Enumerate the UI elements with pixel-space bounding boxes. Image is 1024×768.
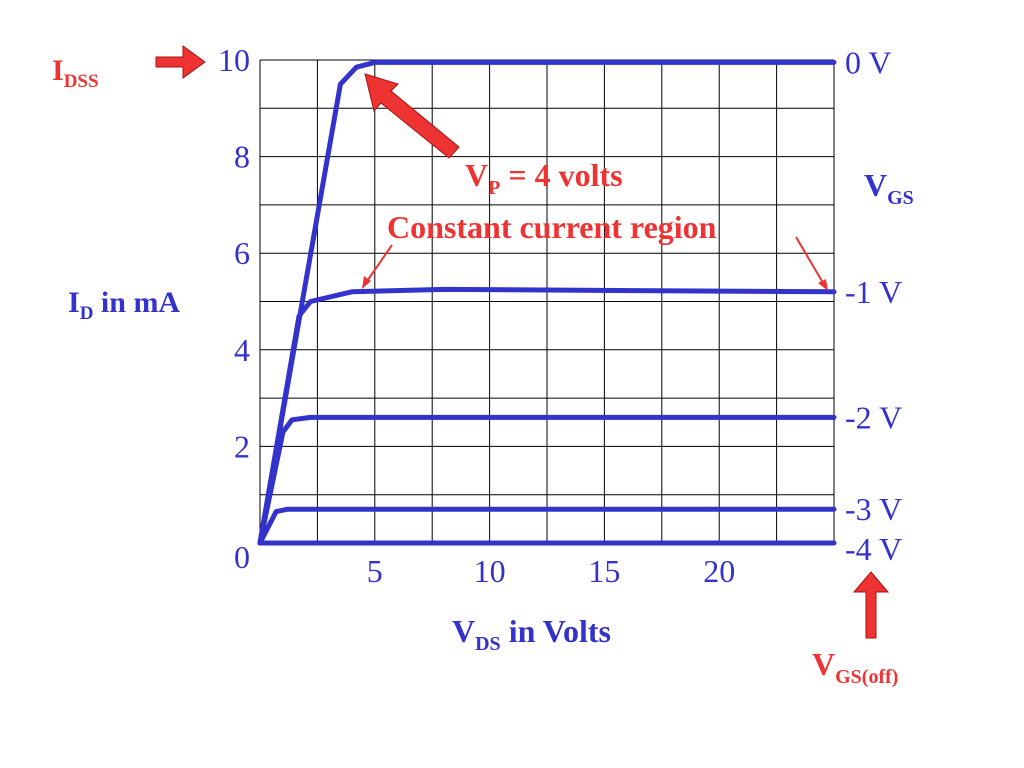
x-tick-label: 5 xyxy=(367,553,383,589)
curves xyxy=(257,59,837,546)
y-tick-label: 2 xyxy=(234,428,250,464)
vgs-off-label: VGS(off) xyxy=(812,646,898,688)
x-tick-label: 15 xyxy=(588,553,620,589)
series-curve-3 xyxy=(257,506,837,546)
vgs-title-label: VGS xyxy=(864,167,914,209)
region-right-pointer xyxy=(795,236,827,289)
grid xyxy=(259,59,835,544)
series-curve-2 xyxy=(257,414,837,546)
series-curve-0 xyxy=(257,59,837,546)
series-label: 0 V xyxy=(845,44,892,80)
series-label: -4 V xyxy=(845,531,902,567)
y-tick-label: 0 xyxy=(234,539,250,575)
series-curve-1 xyxy=(257,286,837,546)
vgs-off-arrow xyxy=(852,571,890,639)
region-label: Constant current region xyxy=(387,209,717,245)
y-tick-label: 4 xyxy=(234,332,250,368)
arrows xyxy=(155,45,890,639)
tick-labels: 5 10 15 20 0 2 4 6 8 10 xyxy=(218,42,735,589)
series-label: -2 V xyxy=(845,399,902,435)
x-tick-label: 20 xyxy=(703,553,735,589)
y-tick-label: 8 xyxy=(234,139,250,175)
series-label: -3 V xyxy=(845,491,902,527)
y-tick-label: 6 xyxy=(234,235,250,271)
series-labels: 0 V -1 V -2 V -3 V -4 V xyxy=(845,44,902,567)
id-axis-label: ID in mA xyxy=(68,286,180,324)
vp-label: VP = 4 volts xyxy=(465,157,623,199)
idss-arrow xyxy=(155,45,206,79)
region-left-pointer-head xyxy=(362,276,371,289)
region-right-pointer-head xyxy=(818,279,828,291)
vp-arrow xyxy=(364,73,460,159)
series-label: -1 V xyxy=(845,274,902,310)
y-tick-label: 10 xyxy=(218,42,250,78)
x-tick-label: 10 xyxy=(474,553,506,589)
idss-label: IDSS xyxy=(52,54,99,92)
annotations: IDSS ID in mA VDS in Volts VGS VP = 4 vo… xyxy=(52,54,914,688)
vds-axis-label: VDS in Volts xyxy=(452,613,611,655)
